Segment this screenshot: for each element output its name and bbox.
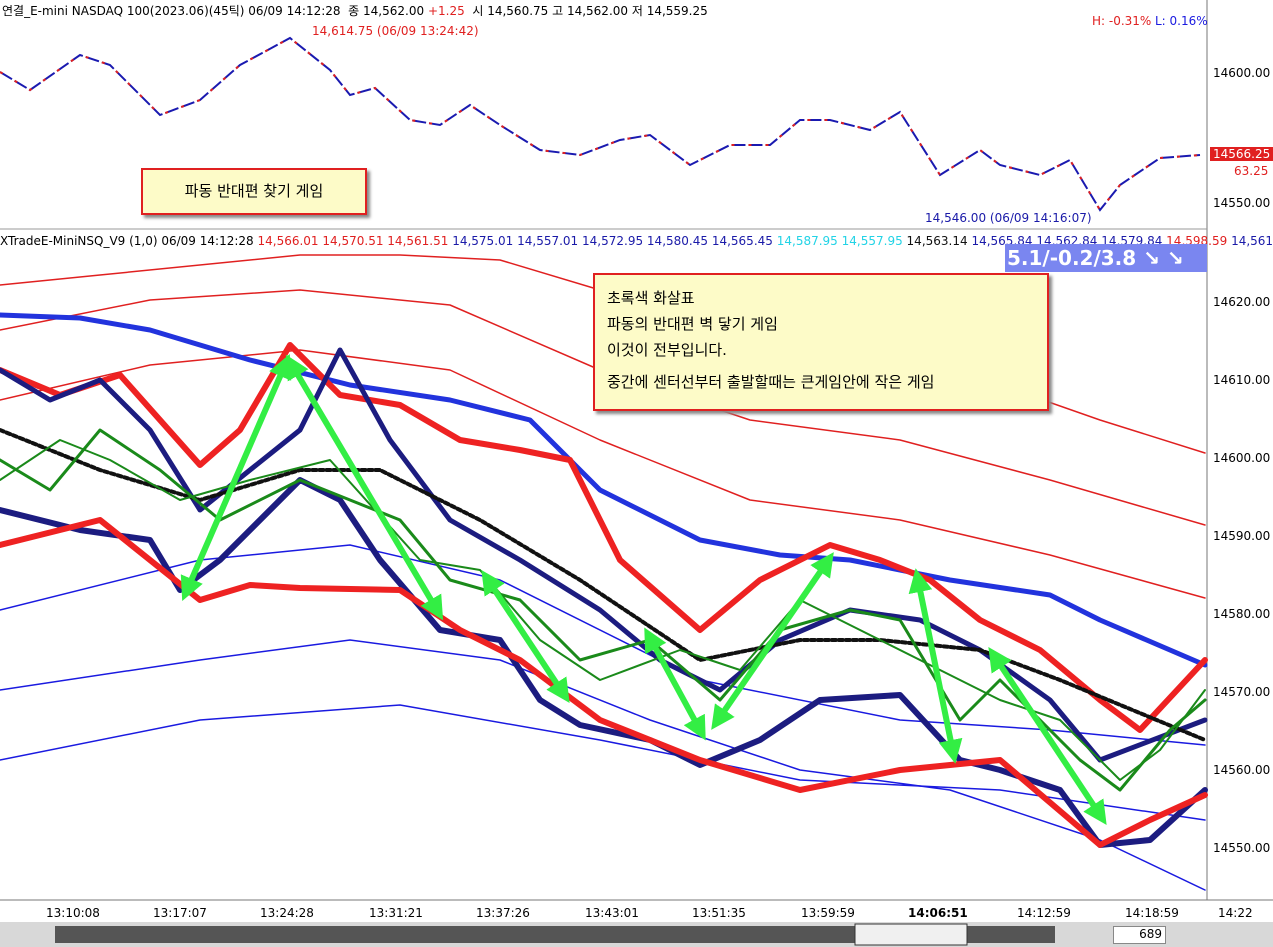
indicator-value: 14,575.01 xyxy=(452,234,514,248)
indicator-value: 14,587.95 xyxy=(776,234,838,248)
x-label: 13:31:21 xyxy=(369,906,423,920)
band-line xyxy=(0,639,1206,891)
arrow xyxy=(988,647,1107,825)
indicator-value: 14,563.14 xyxy=(906,234,968,248)
arrow xyxy=(711,552,834,730)
note-line: 중간에 센터선부터 출발할때는 큰게임안에 작은 게임 xyxy=(607,373,935,391)
indicator-value: 14,566.01 xyxy=(257,234,319,248)
x-label: 13:43:01 xyxy=(585,906,639,920)
low-note: 14,546.00 (06/09 14:16:07) xyxy=(925,211,1092,225)
note-line: 파동의 반대편 벽 닿기 게임 xyxy=(607,315,778,333)
lower-header: XTradeE-MiniNSQ_V9 (1,0) 06/09 14:12:28 … xyxy=(0,234,1273,248)
scroll-thumb[interactable] xyxy=(854,923,968,946)
indicator-value: 14,557.01 xyxy=(517,234,579,248)
indicator-value: 14,561.09 xyxy=(1231,234,1273,248)
note-line: 이것이 전부입니다. xyxy=(607,341,727,359)
y-label: 14600.00 xyxy=(1213,451,1271,465)
arrow xyxy=(180,353,292,602)
count-box[interactable]: 689 xyxy=(1113,926,1166,944)
y-label: 14550.00 xyxy=(1213,841,1271,855)
y-label: 14560.00 xyxy=(1213,763,1271,777)
close: 종 14,562.00 xyxy=(348,4,425,18)
thick-line xyxy=(0,312,1208,668)
last-price: 14566.25 xyxy=(1210,147,1273,161)
x-label: 13:17:07 xyxy=(153,906,207,920)
x-label: 13:51:35 xyxy=(692,906,746,920)
indicator-value: 14,572.95 xyxy=(582,234,644,248)
arrow xyxy=(285,354,444,621)
y-label: 14570.00 xyxy=(1213,685,1271,699)
y-label: 14620.00 xyxy=(1213,295,1271,309)
x-label: 13:37:26 xyxy=(476,906,530,920)
indicator-value: 14,557.95 xyxy=(841,234,903,248)
top-header: 연결_E-mini NASDAQ 100(2023.06)(45틱) 06/09… xyxy=(2,2,708,19)
high-note: 14,614.75 (06/09 13:24:42) xyxy=(312,24,479,38)
price-line xyxy=(0,36,1201,212)
x-label: 14:06:51 xyxy=(908,906,968,920)
game-box: 파동 반대편 찾기 게임 xyxy=(141,168,367,215)
top-title: 연결_E-mini NASDAQ 100(2023.06)(45틱) 06/09… xyxy=(2,4,341,18)
change: +1.25 xyxy=(427,4,465,18)
y-label: 14600.00 xyxy=(1213,66,1271,80)
badge: 5.1/-0.2/3.8 ↘ ↘ xyxy=(1005,244,1207,272)
y-label: 14550.00 xyxy=(1213,196,1271,210)
y-label: 14610.00 xyxy=(1213,373,1271,387)
ohl: 시 14,560.75 고 14,562.00 저 14,559.25 xyxy=(472,4,708,18)
x-label: 14:18:59 xyxy=(1125,906,1179,920)
y-label: 14580.00 xyxy=(1213,607,1271,621)
indicator-value: 14,570.51 xyxy=(322,234,384,248)
arrow xyxy=(481,570,570,703)
low-pct: L: 0.16% xyxy=(1155,14,1208,28)
lower-title: XTradeE-MiniNSQ_V9 (1,0) 06/09 14:12:28 xyxy=(0,234,254,248)
indicator-value: 14,580.45 xyxy=(646,234,708,248)
scroll-overview xyxy=(55,926,1055,943)
green-arrows xyxy=(180,353,1107,825)
indicator-value: 14,561.51 xyxy=(387,234,449,248)
arrow xyxy=(644,627,706,741)
note-line: 초록색 화살표 xyxy=(607,289,695,307)
x-label: 13:10:08 xyxy=(46,906,100,920)
last-sub: 63.25 xyxy=(1234,164,1269,178)
x-label: 14:22 xyxy=(1218,906,1253,920)
y-label: 14590.00 xyxy=(1213,529,1271,543)
x-label: 13:59:59 xyxy=(801,906,855,920)
indicator-value: 14,565.45 xyxy=(711,234,773,248)
high-pct: H: -0.31% xyxy=(1092,14,1152,28)
arrow xyxy=(908,568,963,764)
x-label: 13:24:28 xyxy=(260,906,314,920)
x-label: 14:12:59 xyxy=(1017,906,1071,920)
